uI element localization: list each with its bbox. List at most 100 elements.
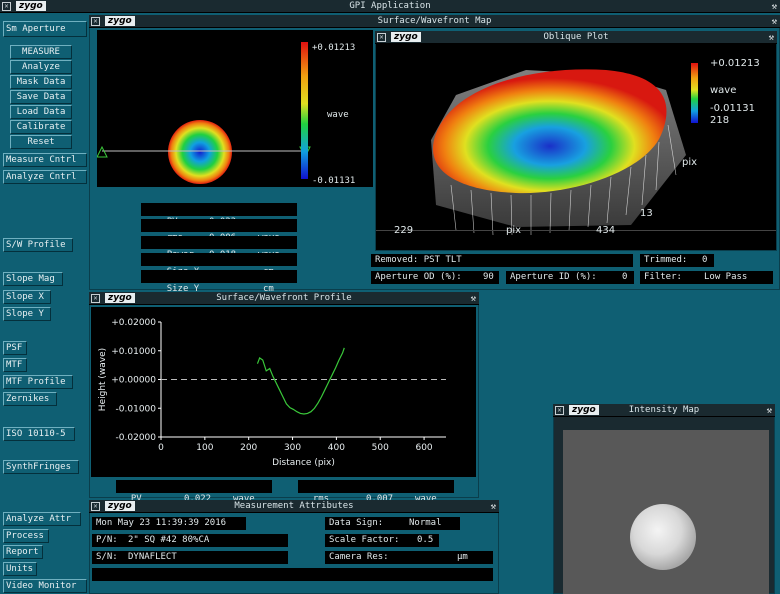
attributes-title: Measurement Attributes (234, 501, 354, 511)
oblique-canvas[interactable]: +0.01213 wave -0.01131 218 pix 13 229 pi… (376, 45, 776, 250)
menu-slope-x[interactable]: Slope X (3, 290, 51, 304)
x-tick-label: 100 (196, 443, 213, 453)
stat-power: Power0.018wave (141, 236, 297, 260)
oblique-x-label: pix (506, 225, 522, 236)
attributes-titlebar: ✕ zygo Measurement Attributes ⚒ (89, 500, 499, 513)
oblique-x-end: 434 (596, 225, 616, 236)
menu-units[interactable]: Units (3, 562, 37, 576)
map-color-scale (301, 42, 308, 179)
oblique-titlebar: ✕ zygo Oblique Plot ⚒ (375, 31, 777, 44)
aperture-od-field: Aperture OD (%): 90 (371, 271, 499, 284)
close-icon[interactable]: ✕ (377, 33, 386, 42)
map-scale-min: -0.01131 (312, 176, 356, 186)
menu-reset[interactable]: Reset (10, 135, 72, 149)
zygo-logo: zygo (569, 405, 599, 415)
menu-analyze[interactable]: Analyze (10, 60, 72, 74)
profile-chart-svg: +0.02000 +0.01000 +0.00000 -0.01000 -0.02000… (98, 318, 446, 468)
slice-start-marker[interactable] (96, 145, 108, 158)
menu-sm-aperture[interactable]: Sm Aperture (3, 21, 87, 37)
oblique-surface (376, 69, 776, 236)
oblique-base (376, 230, 776, 231)
menu-mtf[interactable]: MTF (3, 358, 27, 372)
profile-chart-area[interactable]: +0.02000 +0.01000 +0.00000 -0.01000 -0.02000… (91, 307, 476, 477)
menu-synthfringes[interactable]: SynthFringes (3, 460, 79, 474)
camera-res-field: Camera Res: µm (325, 551, 493, 564)
menu-save-data[interactable]: Save Data (10, 90, 72, 104)
menu-load-data[interactable]: Load Data (10, 105, 72, 119)
menu-measure[interactable]: MEASURE (10, 45, 72, 59)
menu-analyze-cntrl[interactable]: Analyze Cntrl (3, 170, 87, 184)
close-icon[interactable]: ✕ (2, 2, 11, 11)
pn-field: P/N: 2" SQ #42 80%CA (92, 534, 288, 547)
close-icon[interactable]: ✕ (91, 502, 100, 511)
wrench-icon[interactable]: ⚒ (771, 2, 777, 12)
app-title: GPI Application (349, 1, 431, 11)
x-tick-label: 0 (158, 443, 164, 453)
wrench-icon[interactable]: ⚒ (768, 33, 774, 43)
profile-title: Surface/Wavefront Profile (216, 293, 352, 303)
sn-field: S/N: DYNAFLECT (92, 551, 288, 564)
menu-iso-10110-5[interactable]: ISO 10110-5 (3, 427, 75, 441)
menu-analyze-attr[interactable]: Analyze Attr (3, 512, 81, 526)
zygo-logo: zygo (16, 1, 46, 11)
y-tick-label: +0.02000 (111, 318, 156, 328)
zygo-logo: zygo (105, 16, 135, 26)
wrench-icon[interactable]: ⚒ (490, 502, 496, 512)
intensity-spot (630, 504, 696, 570)
zygo-logo: zygo (105, 293, 135, 303)
wrench-icon[interactable]: ⚒ (771, 17, 777, 27)
profile-titlebar: ✕ zygo Surface/Wavefront Profile ⚒ (89, 292, 479, 305)
menu-slope-y[interactable]: Slope Y (3, 307, 51, 321)
profile-rms-field: rms 0.007 wave (298, 480, 454, 504)
intensity-titlebar: ✕ zygo Intensity Map ⚒ (553, 404, 775, 417)
close-icon[interactable]: ✕ (91, 294, 100, 303)
x-tick-label: 400 (328, 443, 345, 453)
menu-slope-mag[interactable]: Slope Mag (3, 272, 63, 286)
menu-mask-data[interactable]: Mask Data (10, 75, 72, 89)
zygo-logo: zygo (391, 32, 421, 42)
y-tick-label: +0.01000 (111, 347, 156, 357)
y-axis-label: Height (wave) (98, 348, 108, 411)
map-scale-unit: wave (327, 110, 349, 120)
map-titlebar: ✕ zygo Surface/Wavefront Map ⚒ (89, 15, 780, 28)
filter-field: Filter: Low Pass (640, 271, 773, 284)
menu-sw-profile[interactable]: S/W Profile (3, 238, 73, 252)
x-tick-label: 500 (372, 443, 389, 453)
menu-zernikes[interactable]: Zernikes (3, 392, 57, 406)
intensity-canvas[interactable] (563, 430, 769, 594)
menu-report[interactable]: Report (3, 545, 43, 559)
map-scale-max: +0.01213 (312, 43, 356, 53)
menu-mtf-profile[interactable]: MTF Profile (3, 375, 73, 389)
menu-calibrate[interactable]: Calibrate (10, 120, 72, 134)
map-canvas[interactable]: +0.01213 wave -0.01131 (96, 30, 373, 187)
y-tick-label: -0.02000 (116, 433, 157, 443)
menu-process[interactable]: Process (3, 529, 49, 543)
oblique-y-start: 13 (640, 208, 653, 219)
notes-field[interactable] (92, 568, 493, 581)
removed-field: Removed: PST TLT (371, 254, 633, 267)
close-icon[interactable]: ✕ (555, 406, 564, 415)
close-icon[interactable]: ✕ (91, 17, 100, 26)
app-titlebar: ✕ zygo GPI Application ⚒ (0, 0, 780, 13)
menu-video-monitor[interactable]: Video Monitor (3, 579, 87, 593)
data-sign-field: Data Sign: Normal (325, 517, 460, 530)
wrench-icon[interactable]: ⚒ (470, 294, 476, 304)
x-tick-label: 600 (415, 443, 432, 453)
oblique-scale-max: +0.01213 (710, 58, 760, 69)
menu-psf[interactable]: PSF (3, 341, 27, 355)
oblique-scale-min: -0.01131 (710, 103, 755, 114)
menu-measure-cntrl[interactable]: Measure Cntrl (3, 153, 87, 167)
map-title: Surface/Wavefront Map (377, 16, 492, 26)
oblique-scale-extra: 218 (710, 115, 730, 126)
y-tick-label: -0.01000 (116, 404, 157, 414)
x-axis-label: Distance (pix) (272, 458, 335, 468)
x-tick-label: 300 (284, 443, 301, 453)
profile-pv-field: PV 0.022 wave (116, 480, 272, 504)
wrench-icon[interactable]: ⚒ (766, 406, 772, 416)
x-tick-label: 200 (240, 443, 257, 453)
oblique-title: Oblique Plot (543, 32, 609, 42)
intensity-title: Intensity Map (628, 405, 700, 415)
oblique-y-label: pix (682, 157, 698, 168)
